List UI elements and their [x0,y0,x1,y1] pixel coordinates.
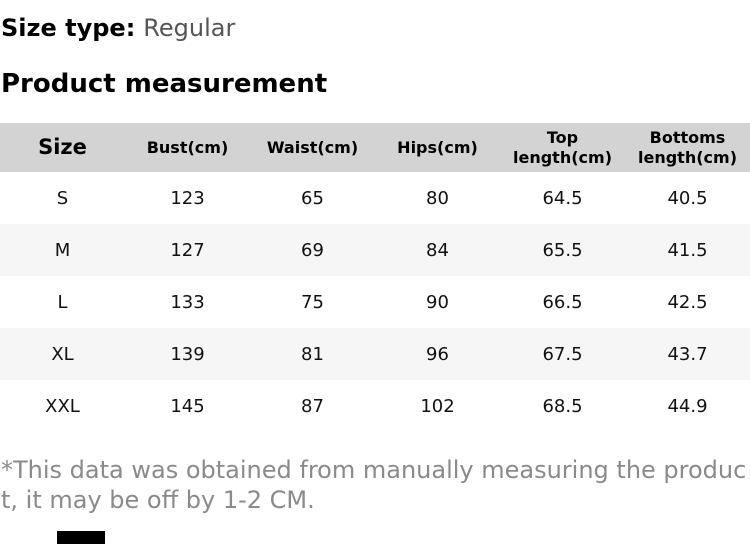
measurement-cell: 43.7 [667,343,708,365]
column-header-top-length: Top length(cm) [500,123,625,172]
table-header-row: Size Bust(cm) Waist(cm) Hips(cm) Top len… [0,123,750,172]
table-row: XXL 145 87 102 68.5 44.9 [0,380,750,432]
size-type-value: Regular [143,14,236,42]
column-header-bust: Bust(cm) [125,123,250,172]
measurement-cell: 69 [301,239,324,261]
measurement-cell: 64.5 [542,187,583,209]
measurement-cell: 90 [426,291,449,313]
measurement-cell: 66.5 [542,291,583,313]
measurement-cell: 87 [301,395,324,417]
table-body: S 123 65 80 64.5 40.5 M 127 69 84 65.5 41.5 L 133 75 90… [0,172,750,432]
measurement-cell: 75 [301,291,324,313]
size-cell: S [56,187,69,209]
table-row: L 133 75 90 66.5 42.5 [0,276,750,328]
measurement-cell: 40.5 [667,187,708,209]
product-measurement-title: Product measurement [1,69,328,99]
measurement-cell: 80 [426,187,449,209]
cropped-black-element [57,531,105,544]
measurement-cell: 44.9 [667,395,708,417]
table-row: XL 139 81 96 67.5 43.7 [0,328,750,380]
size-cell: M [54,239,71,261]
measurement-disclaimer: *This data was obtained from manually me… [1,456,747,514]
measurement-cell: 42.5 [667,291,708,313]
measurement-cell: 123 [170,187,205,209]
measurement-cell: 41.5 [667,239,708,261]
measurement-cell: 139 [170,343,205,365]
table-row: M 127 69 84 65.5 41.5 [0,224,750,276]
table-row: S 123 65 80 64.5 40.5 [0,172,750,224]
measurement-cell: 65 [301,187,324,209]
size-cell: XXL [45,395,80,417]
column-header-size: Size [0,123,125,172]
measurement-cell: 133 [170,291,205,313]
measurement-cell: 127 [170,239,205,261]
column-header-bottoms-length: Bottoms length(cm) [625,123,750,172]
measurement-cell: 145 [170,395,205,417]
column-header-waist: Waist(cm) [250,123,375,172]
column-header-hips: Hips(cm) [375,123,500,172]
measurement-cell: 96 [426,343,449,365]
size-type-line: Size type: Regular [1,14,750,43]
measurement-cell: 81 [301,343,324,365]
size-chart-section: Size type: Regular Product measurement Si… [0,14,750,544]
measurement-table: Size Bust(cm) Waist(cm) Hips(cm) Top len… [0,123,750,432]
measurement-cell: 68.5 [542,395,583,417]
size-type-label: Size type: [1,14,136,42]
measurement-cell: 67.5 [542,343,583,365]
measurement-cell: 84 [426,239,449,261]
size-cell: XL [51,343,74,365]
measurement-cell: 102 [420,395,455,417]
size-cell: L [57,291,68,313]
measurement-cell: 65.5 [542,239,583,261]
